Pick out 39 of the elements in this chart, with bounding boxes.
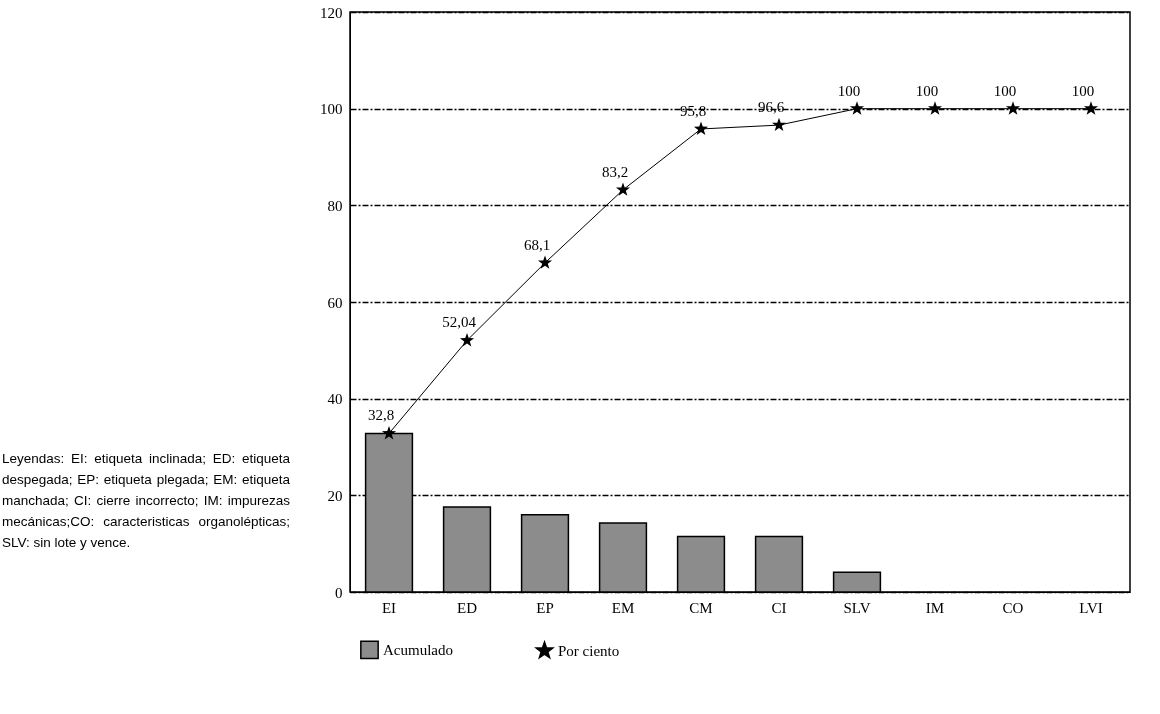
point (537, 255, 553, 269)
legend-label: Por ciento (558, 642, 620, 659)
x-tick-label: CI (771, 599, 787, 616)
x-tick-label: SLV (843, 599, 871, 616)
y-tick-label: 60 (327, 294, 343, 311)
x-tick-label: CO (1002, 599, 1024, 616)
point (693, 121, 709, 135)
point (381, 426, 397, 440)
point (459, 333, 475, 347)
legend-label: Acumulado (383, 641, 453, 658)
x-tick-label: EP (536, 599, 554, 616)
y-tick-label: 100 (320, 101, 343, 118)
x-tick-label: IM (925, 599, 945, 616)
data-label: 100 (915, 82, 939, 99)
y-tick-label: 40 (327, 391, 343, 408)
x-tick-label: ED (457, 599, 478, 616)
data-label: 83,2 (601, 163, 629, 180)
y-tick-label: 120 (320, 4, 343, 21)
text: Leyendas: EI: etiqueta inclinada; ED: etiqueta despegada; EP: etiqueta plegada; EM: etiqueta manchada; CI: cierre incorrecto; IM: impurezas mecánicas;CO: caracteristicas organolépticas; SLV: sin lote y vence. (2, 450, 290, 552)
data-label: 100 (1071, 82, 1095, 99)
y-tick-label: 80 (327, 197, 343, 214)
x-tick-label: EI (381, 599, 397, 616)
y-tick-label: 0 (335, 584, 343, 601)
data-label: 95,8 (679, 102, 707, 119)
point (615, 182, 631, 196)
y-tick-label: 20 (327, 487, 343, 504)
x-tick-label: CM (689, 599, 713, 616)
point (927, 101, 943, 115)
data-label: 32,8 (367, 407, 395, 424)
point (1005, 101, 1021, 115)
point (1083, 101, 1099, 115)
x-tick-label: LVI (1079, 599, 1103, 616)
data-label: 52,04 (442, 314, 477, 331)
point (771, 117, 787, 132)
data-label: 68,1 (523, 236, 551, 253)
data-label: 100 (837, 82, 861, 99)
x-tick-label: EM (611, 599, 635, 616)
point (849, 101, 865, 115)
data-label: 100 (993, 82, 1017, 99)
